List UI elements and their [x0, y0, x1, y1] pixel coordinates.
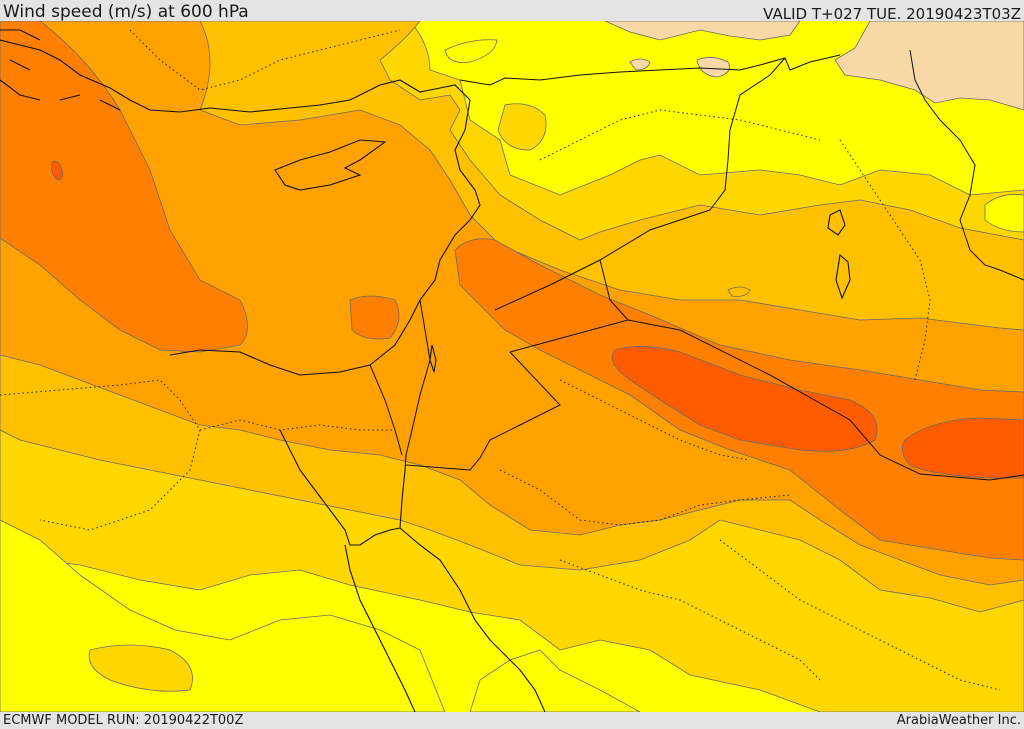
border-iraq-syria	[709, 57, 786, 211]
border-jordan-saudi	[405, 351, 561, 471]
coastline-gulf-suez	[279, 429, 401, 546]
coastline-gulf-aqaba	[399, 454, 407, 529]
border-syria-north	[459, 54, 841, 86]
admin-boundary-4	[559, 559, 821, 681]
band-red-orange	[611, 346, 878, 452]
wind-speed-map[interactable]	[0, 21, 1024, 712]
border-egypt-israel	[369, 364, 403, 456]
coastline-cyprus	[274, 139, 387, 191]
coastline-red-sea-e	[399, 527, 546, 712]
admin-boundary-8	[559, 379, 751, 461]
border-israel-jordan	[405, 299, 431, 456]
band-yellow-lobe-e	[984, 194, 1024, 233]
band-dark-orange	[0, 21, 248, 353]
dead-sea	[429, 344, 437, 373]
coastline-red-sea-w	[344, 544, 416, 712]
coastline-aegean	[0, 29, 121, 111]
admin-boundary-7	[129, 29, 401, 91]
band-peach	[604, 21, 801, 41]
map-title: Wind speed (m/s) at 600 hPa	[3, 2, 249, 22]
band-peach-small	[696, 57, 731, 78]
coastline-anatolia	[0, 39, 441, 113]
band-red-orange-e	[902, 417, 1024, 479]
model-run: ECMWF MODEL RUN: 20190422T00Z	[3, 713, 244, 728]
lake-urmia	[835, 253, 851, 300]
coastline-levant-egypt	[169, 84, 481, 376]
border-iran-iraq	[909, 49, 1024, 281]
band-red-orange-spot	[51, 160, 63, 181]
border-iraq-saudi	[627, 319, 1024, 481]
admin-boundary-9	[719, 539, 1001, 691]
admin-boundary-6	[839, 139, 931, 381]
band-gold-island	[88, 644, 193, 692]
border-jordan-iraq-saudi	[509, 259, 629, 353]
band-gold-cut	[497, 103, 547, 151]
band-dark-orange-2	[349, 295, 400, 340]
band-yellow-sw2	[469, 649, 641, 712]
lake-van	[827, 209, 846, 236]
band-peach-east	[834, 21, 1024, 111]
band-peach-small2	[629, 58, 651, 71]
credit: ArabiaWeather Inc.	[896, 713, 1021, 728]
valid-time: VALID T+027 TUE. 20190423T03Z	[763, 5, 1021, 23]
band-yellow-lobe	[444, 39, 498, 63]
band-amber-hole	[727, 286, 751, 297]
